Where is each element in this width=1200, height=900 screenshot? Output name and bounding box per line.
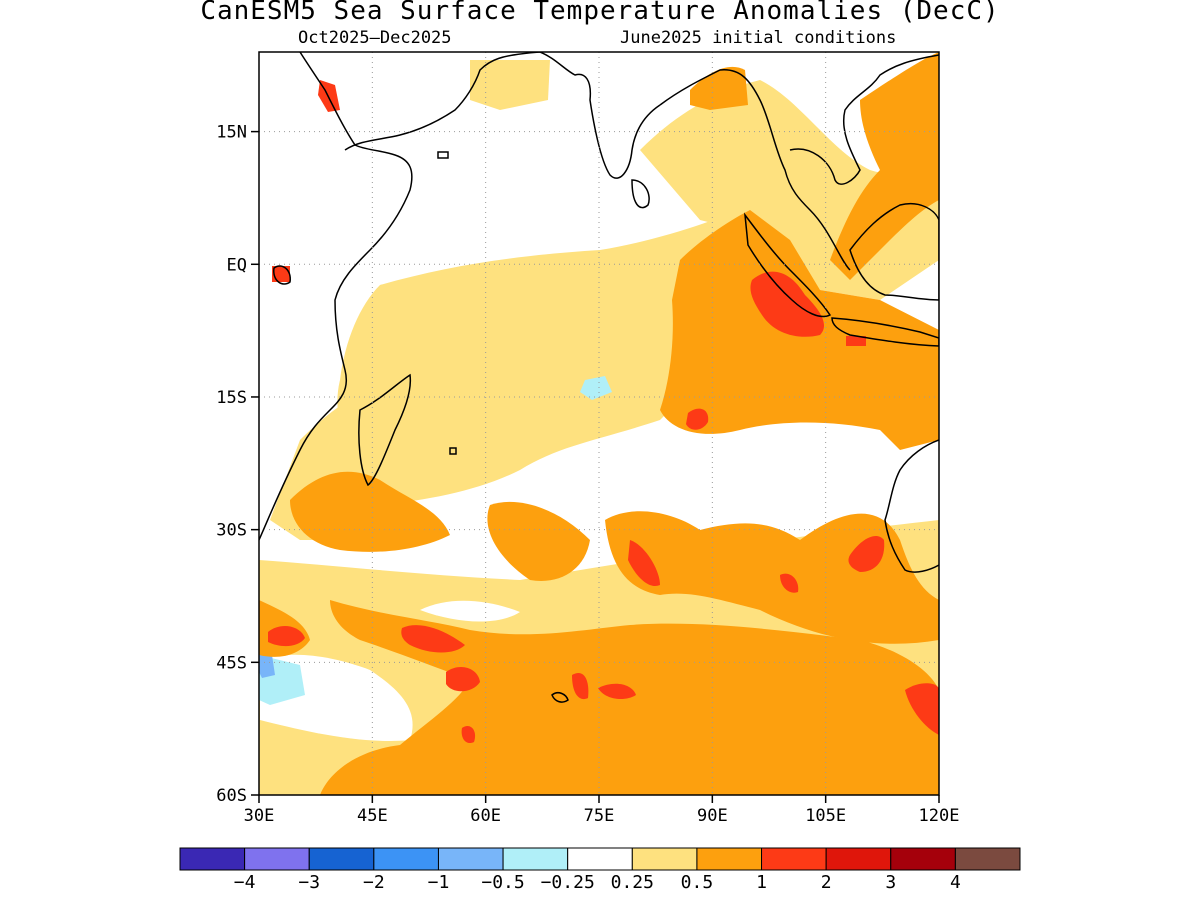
anomaly-region-red: [686, 408, 709, 430]
coastline-seychelles: [273, 265, 291, 285]
coastline-madagascar: [358, 373, 412, 487]
coastline-southeast-asia: [659, 54, 939, 271]
coastline-arabia: [344, 52, 661, 179]
lat-tick-label: EQ: [227, 255, 247, 275]
colorbar-swatch: [567, 847, 633, 871]
gridlines: [259, 52, 939, 795]
anomaly-region-white: [420, 600, 520, 622]
anomaly-region-red: [628, 540, 660, 586]
anomaly-region-orange: [487, 501, 590, 581]
anomaly-region-red: [446, 667, 480, 692]
anomaly-region-red: [780, 573, 799, 593]
season-subtitle: Oct2025–Dec2025: [298, 28, 452, 48]
lon-tick-label: 90E: [697, 806, 728, 826]
lat-tick-label: 15S: [216, 388, 247, 408]
colorbar-label: −2: [363, 872, 385, 893]
colorbar-label: −1: [427, 872, 450, 893]
init-conditions-subtitle: June2025 initial conditions: [620, 28, 897, 48]
anomaly-region-blue: [259, 650, 275, 678]
anomaly-region-red: [848, 535, 885, 572]
colorbar-swatch: [761, 847, 827, 871]
axis-ticks: 30E 45E 60E 75E 90E 105E 120E 15N EQ 15S 30S 45S 60S: [216, 123, 959, 826]
coastline-sumatra: [743, 212, 832, 318]
lat-tick-label: 15N: [216, 123, 247, 143]
coastline-java: [831, 317, 939, 347]
colorbar-label: 1: [756, 872, 767, 893]
anomaly-region-red: [598, 683, 636, 700]
colorbar-label: −0.25: [540, 872, 595, 893]
anomaly-region-yellow: [470, 60, 550, 110]
colorbar-swatch: [696, 847, 763, 871]
anomaly-region-red: [461, 725, 476, 744]
coastline-borneo: [849, 203, 939, 301]
anomaly-region-red: [846, 336, 866, 346]
lon-tick-label: 105E: [805, 806, 846, 826]
anomaly-region-orange: [830, 52, 939, 280]
colorbar-swatch: [179, 847, 246, 871]
colorbar-label: 3: [885, 872, 897, 893]
lon-tick-label: 75E: [584, 806, 615, 826]
colorbar-label: −3: [298, 872, 321, 893]
lon-tick-label: 120E: [919, 806, 960, 826]
coastline-australia: [884, 439, 939, 573]
colorbar-label: 2: [820, 872, 832, 893]
coastlines: [259, 52, 939, 703]
colorbar-swatch: [631, 847, 698, 871]
coastline-africa-arabia: [259, 52, 413, 541]
lon-tick-label: 60E: [470, 806, 501, 826]
anomaly-region-red: [750, 271, 825, 337]
anomaly-region-red: [272, 266, 290, 282]
colorbar-label: 0.5: [680, 872, 714, 893]
colorbar-swatch: [825, 847, 892, 871]
anomaly-region-orange: [605, 511, 939, 644]
colorbar-label: −4: [233, 872, 256, 893]
lon-tick-label: 45E: [357, 806, 388, 826]
colorbar-swatch: [890, 847, 956, 871]
colorbar-label: 4: [949, 872, 961, 893]
lon-tick-label: 30E: [244, 806, 275, 826]
coastline-socotra: [437, 151, 449, 159]
colorbar-swatch: [373, 847, 439, 871]
lat-tick-label: 45S: [216, 653, 247, 673]
coastline-sri-lanka: [631, 179, 650, 209]
map-title: CanESM5 Sea Surface Temperature Anomalie…: [200, 0, 1000, 26]
colorbar-swatch: [437, 847, 504, 871]
lat-tick-label: 30S: [216, 521, 247, 541]
lat-tick-label: 60S: [216, 786, 247, 806]
anomaly-region-light-blue: [580, 376, 612, 400]
colorbar-swatch: [308, 847, 375, 871]
anomaly-region-orange: [290, 471, 450, 552]
colorbar-swatch: [954, 847, 1021, 871]
anomaly-region-red: [905, 683, 939, 735]
anomaly-region-red: [268, 626, 305, 647]
colorbar-label: −0.5: [481, 872, 525, 893]
anomaly-region-red: [572, 672, 589, 700]
coastline-mauritius: [449, 447, 457, 455]
colorbar-swatch: [244, 847, 310, 871]
colorbar: [179, 847, 1021, 871]
anomaly-region-red: [401, 625, 465, 653]
anomaly-fields: [259, 52, 939, 795]
colorbar-label: 0.25: [610, 872, 654, 893]
colorbar-swatch: [502, 847, 569, 871]
coastline-kerguelen: [551, 692, 569, 703]
